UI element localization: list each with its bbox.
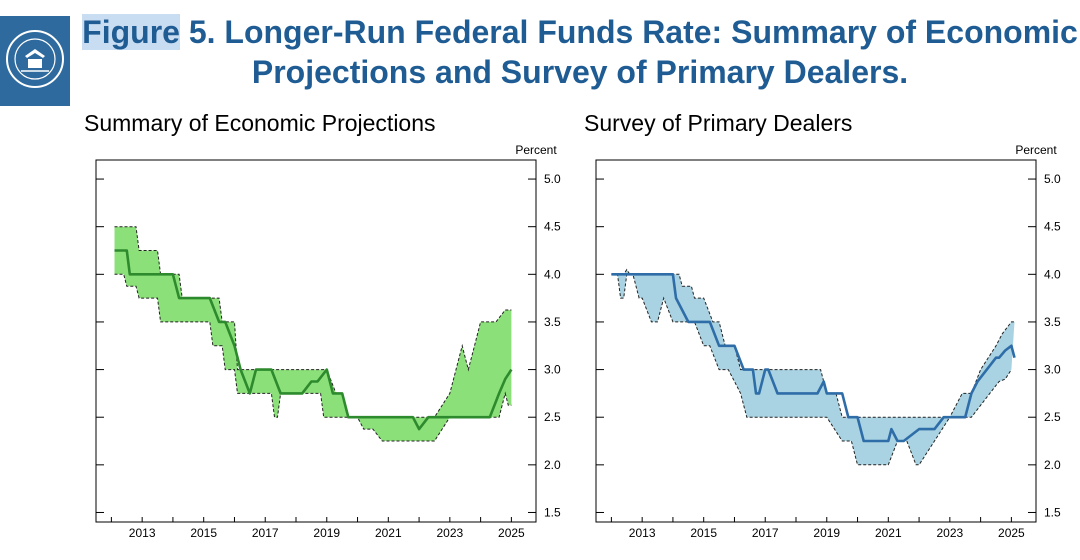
spd-percent-label: Percent: [1015, 143, 1057, 157]
sep-x-tick-label: 2017: [252, 526, 279, 540]
figure-label-highlight: Figure: [82, 14, 180, 50]
spd-x-tick-label: 2023: [936, 526, 963, 540]
spd-plot-frame: [595, 159, 1037, 523]
federal-reserve-seal: [0, 16, 70, 106]
sep-panel-title: Summary of Economic Projections: [84, 110, 436, 136]
figure-title-line-1: Figure 5. Longer-Run Federal Funds Rate:…: [80, 12, 1080, 52]
sep-plot-frame: [95, 159, 537, 523]
spd-lower-bound-line: [611, 273, 1012, 466]
spd-x-tick-label: 2019: [813, 526, 840, 540]
spd-y-tick-label: 2.5: [1044, 410, 1061, 424]
figure-title-text-1: 5. Longer-Run Federal Funds Rate: Summar…: [188, 14, 1078, 50]
spd-range-area: [611, 269, 1015, 465]
spd-x-tick-label: 2025: [998, 526, 1025, 540]
spd-y-tick-label: 4.0: [1044, 267, 1061, 281]
spd-chart: 1.5 2.0 2.5 3.0 3.5 4.0 4.5 5.0 2013 2015 2017 2019…: [595, 143, 1061, 540]
sep-median-line: [114, 249, 513, 431]
sep-y-tick-label: 3.5: [544, 315, 561, 329]
sep-x-tick-label: 2019: [313, 526, 340, 540]
sep-y-tick-label: 4.0: [544, 267, 561, 281]
sep-y-tick-label: 2.0: [544, 458, 561, 472]
spd-y-tick-label: 3.0: [1044, 363, 1061, 377]
sep-x-tick-label: 2013: [129, 526, 156, 540]
sep-y-tick-label: 1.5: [544, 505, 561, 519]
sep-x-tick-label: 2015: [190, 526, 217, 540]
spd-y-tick-label: 1.5: [1044, 505, 1061, 519]
sep-y-tick-label: 4.5: [544, 220, 561, 234]
spd-x-tick-label: 2013: [629, 526, 656, 540]
spd-y-tick-label: 4.5: [1044, 220, 1061, 234]
spd-panel-title: Survey of Primary Dealers: [584, 110, 853, 136]
spd-x-tick-label: 2021: [875, 526, 902, 540]
spd-upper-bound-line: [611, 268, 1015, 418]
sep-y-tick-label: 3.0: [544, 363, 561, 377]
figure-title: Figure 5. Longer-Run Federal Funds Rate:…: [80, 12, 1080, 92]
spd-y-tick-label: 5.0: [1044, 172, 1061, 186]
spd-y-tick-label: 2.0: [1044, 458, 1061, 472]
spd-median-line: [611, 273, 1016, 443]
figure-title-line-2: Projections and Survey of Primary Dealer…: [251, 54, 909, 90]
sep-x-tick-label: 2025: [498, 526, 525, 540]
spd-x-tick-label: 2017: [752, 526, 779, 540]
spd-x-tick-label: 2015: [690, 526, 717, 540]
sep-x-tick-label: 2023: [436, 526, 463, 540]
sep-y-tick-label: 2.5: [544, 410, 561, 424]
sep-chart: 1.5 2.0 2.5 3.0 3.5 4.0 4.5 5.0 2013 2015 2017 2019…: [95, 143, 561, 540]
sep-y-tick-label: 5.0: [544, 172, 561, 186]
spd-y-tick-label: 3.5: [1044, 315, 1061, 329]
seal-emblem-icon: [6, 30, 64, 88]
sep-x-tick-label: 2021: [375, 526, 402, 540]
sep-range-area: [114, 226, 512, 441]
sep-percent-label: Percent: [515, 143, 557, 157]
